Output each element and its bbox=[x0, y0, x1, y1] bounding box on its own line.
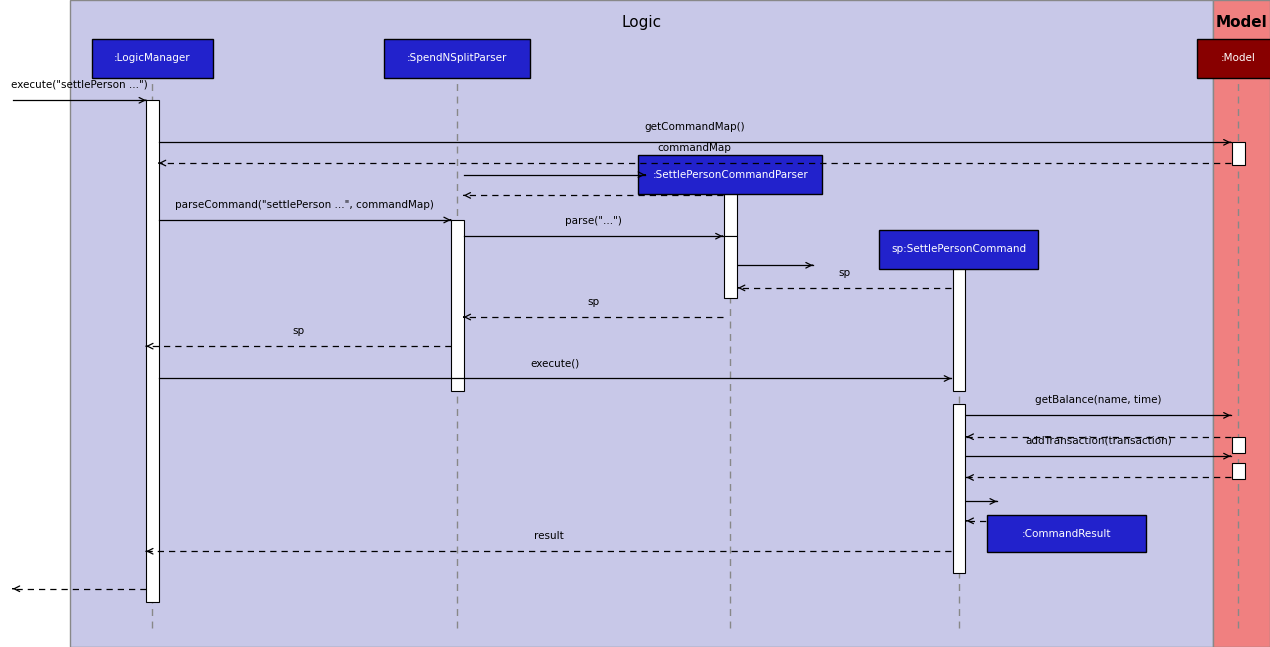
Text: sp:SettlePersonCommand: sp:SettlePersonCommand bbox=[892, 244, 1026, 254]
Text: :CommandResult: :CommandResult bbox=[1022, 529, 1111, 539]
Text: Logic: Logic bbox=[621, 15, 662, 30]
Text: execute("settlePerson ..."): execute("settlePerson ...") bbox=[11, 80, 147, 90]
Text: parse("..."): parse("...") bbox=[565, 216, 621, 226]
Text: addTransaction(transaction): addTransaction(transaction) bbox=[1025, 436, 1172, 446]
Bar bbox=[1232, 437, 1245, 453]
Text: getCommandMap(): getCommandMap() bbox=[644, 122, 745, 132]
Text: parseCommand("settlePerson ...", commandMap): parseCommand("settlePerson ...", command… bbox=[175, 200, 434, 210]
FancyBboxPatch shape bbox=[1196, 39, 1270, 78]
Bar bbox=[146, 100, 159, 602]
Text: execute(): execute() bbox=[531, 358, 579, 368]
Bar bbox=[724, 191, 737, 236]
Bar bbox=[724, 236, 737, 298]
Bar bbox=[70, 0, 1213, 647]
Text: :SpendNSplitParser: :SpendNSplitParser bbox=[406, 53, 508, 63]
Text: sp: sp bbox=[838, 268, 851, 278]
Text: :Model: :Model bbox=[1220, 53, 1256, 63]
Text: :SettlePersonCommandParser: :SettlePersonCommandParser bbox=[653, 170, 808, 180]
Bar bbox=[952, 404, 965, 573]
Text: sp: sp bbox=[587, 297, 599, 307]
Bar bbox=[451, 220, 464, 391]
Bar bbox=[1213, 0, 1270, 647]
Bar bbox=[952, 265, 965, 391]
Bar bbox=[1232, 142, 1245, 165]
Bar bbox=[1232, 463, 1245, 479]
Text: result: result bbox=[533, 531, 564, 541]
FancyBboxPatch shape bbox=[638, 155, 823, 194]
Text: commandMap: commandMap bbox=[658, 143, 732, 153]
Text: :LogicManager: :LogicManager bbox=[114, 53, 190, 63]
Text: sp: sp bbox=[292, 326, 305, 336]
Text: getBalance(name, time): getBalance(name, time) bbox=[1035, 395, 1162, 405]
FancyBboxPatch shape bbox=[988, 515, 1146, 553]
Text: Model: Model bbox=[1215, 15, 1267, 30]
FancyBboxPatch shape bbox=[384, 39, 531, 78]
FancyBboxPatch shape bbox=[879, 230, 1038, 269]
FancyBboxPatch shape bbox=[91, 39, 212, 78]
